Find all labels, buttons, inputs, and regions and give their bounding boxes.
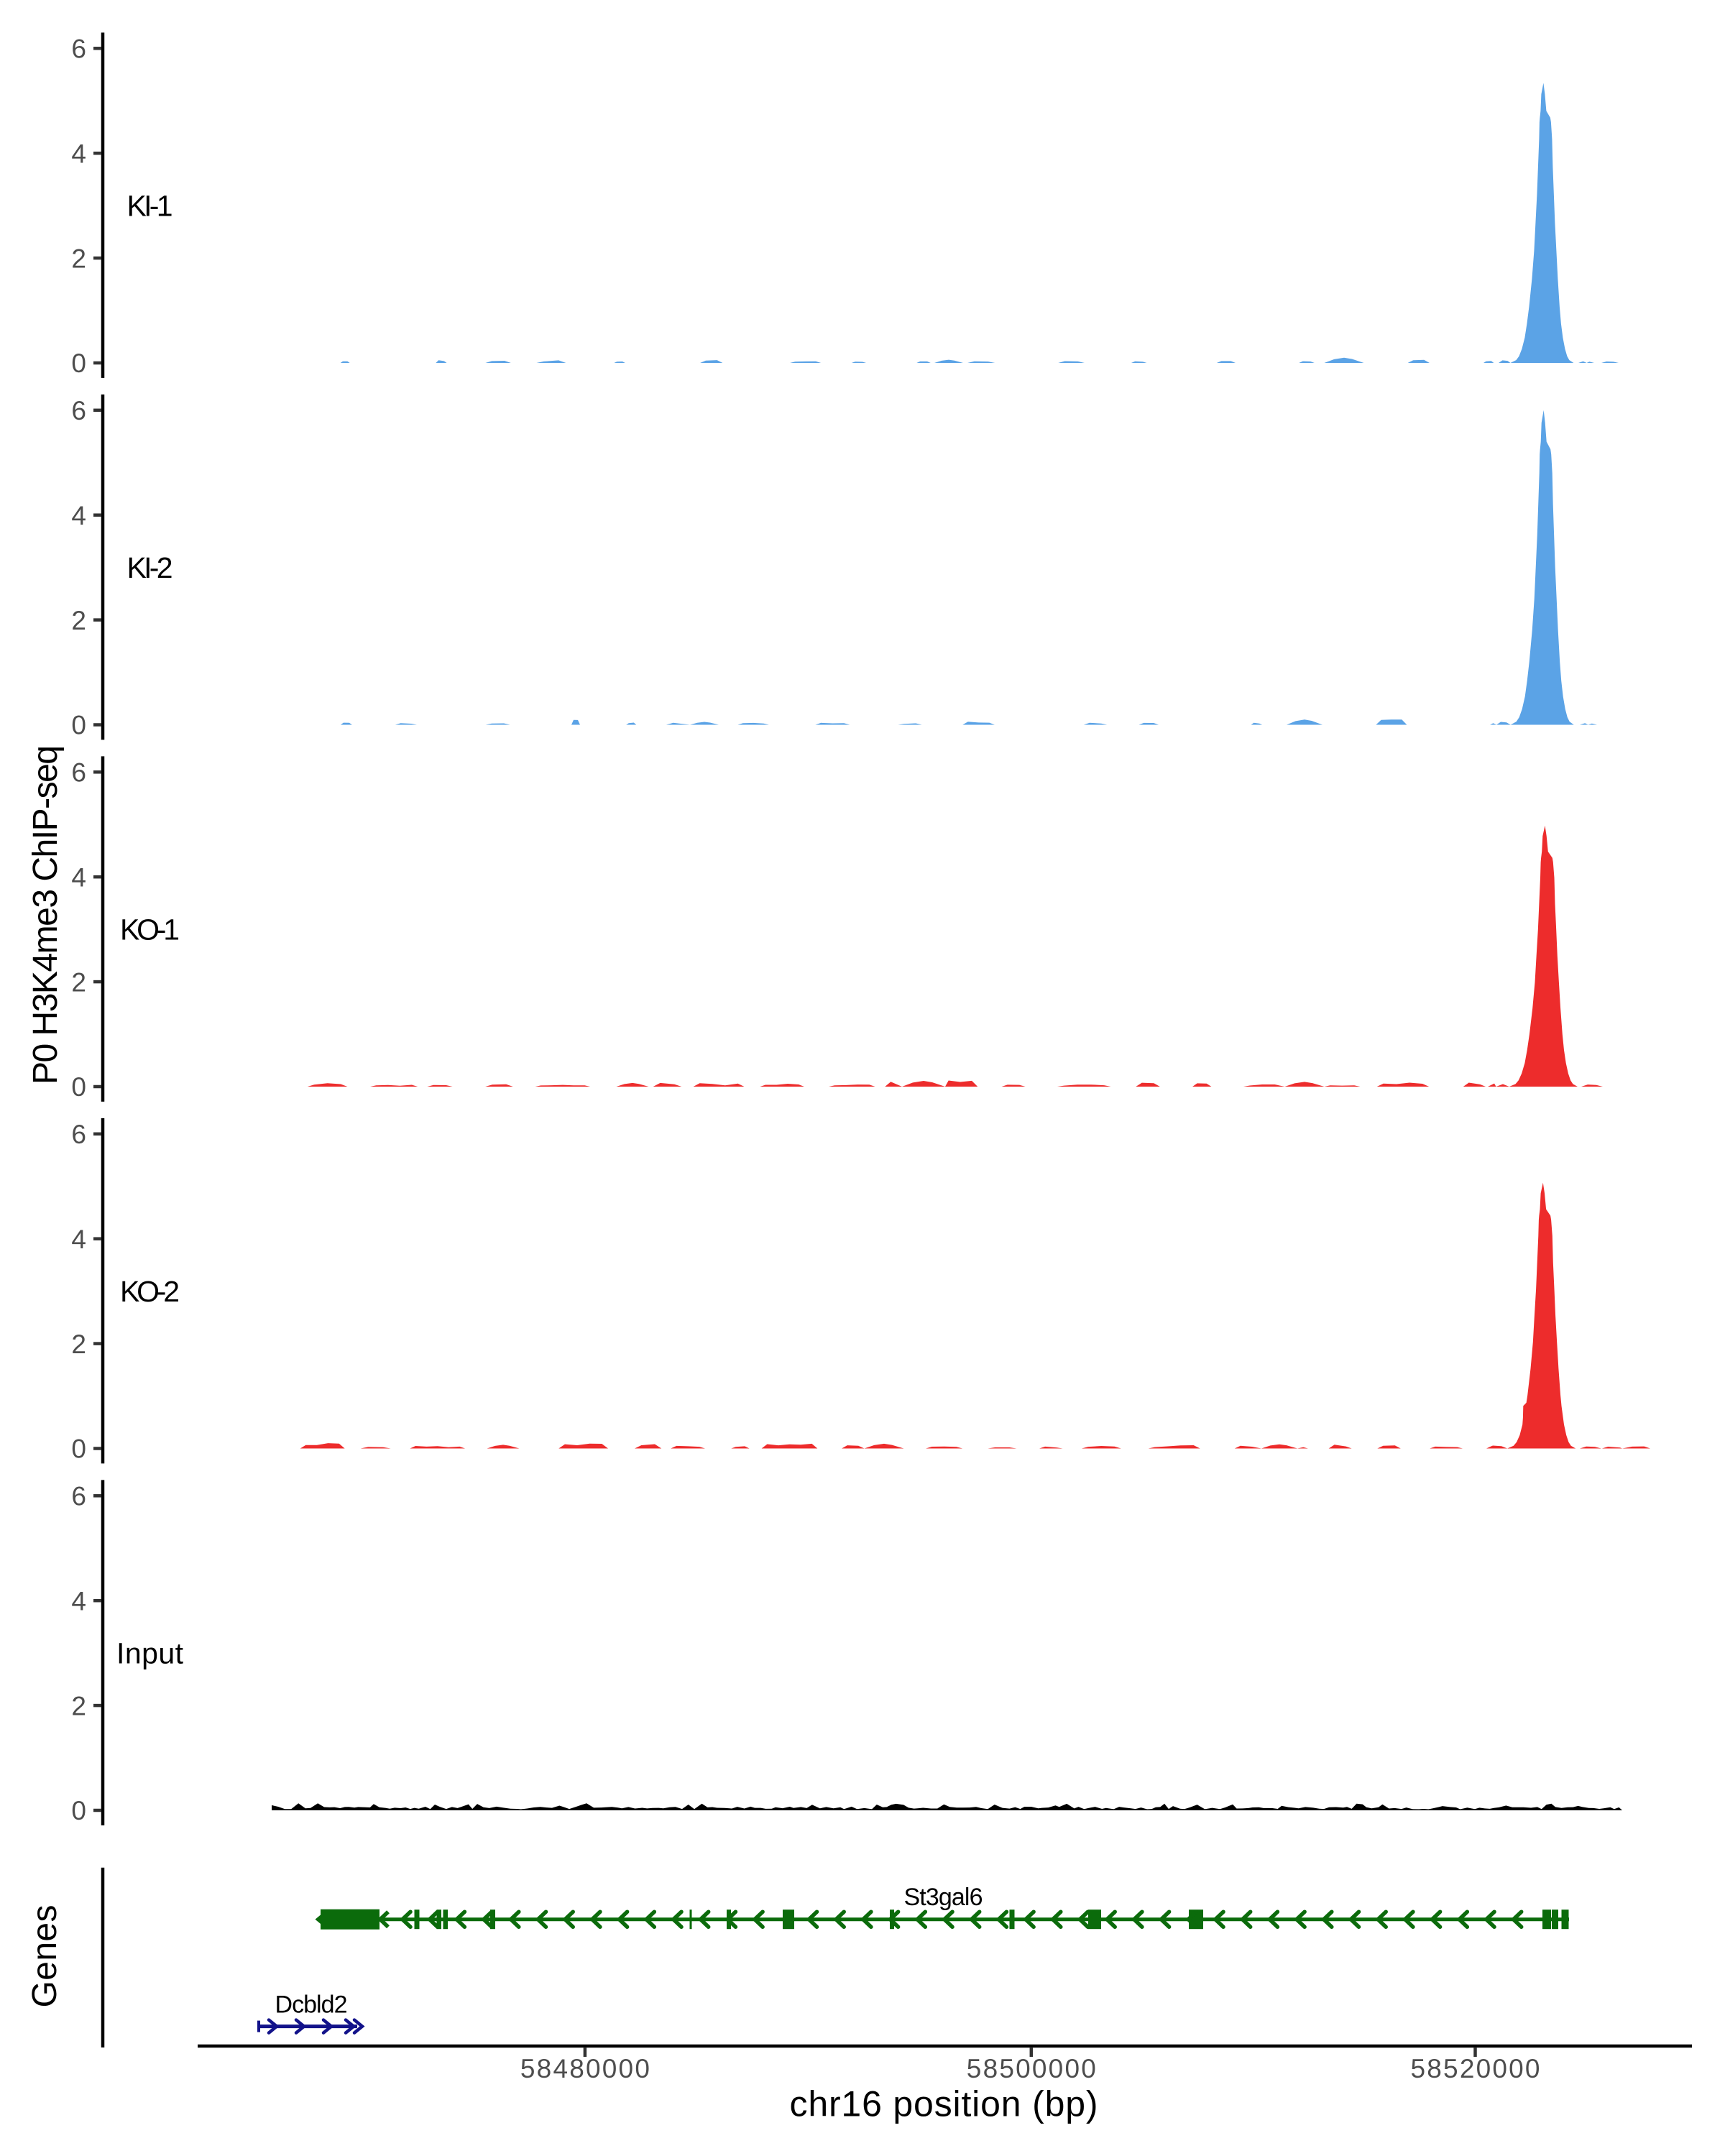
svg-text:2: 2 — [71, 967, 86, 997]
svg-text:P0 H3K4me3 ChIP-seq: P0 H3K4me3 ChIP-seq — [27, 745, 65, 1084]
svg-text:KO-1: KO-1 — [120, 913, 180, 946]
svg-text:0: 0 — [71, 349, 86, 378]
svg-text:2: 2 — [71, 1691, 86, 1720]
svg-text:4: 4 — [71, 1225, 86, 1254]
svg-text:6: 6 — [71, 1120, 86, 1149]
svg-text:6: 6 — [71, 34, 86, 64]
svg-text:2: 2 — [71, 606, 86, 635]
svg-text:Input: Input — [116, 1637, 184, 1670]
svg-text:KI-1: KI-1 — [127, 190, 173, 223]
svg-text:6: 6 — [71, 1482, 86, 1511]
svg-text:Genes: Genes — [26, 1905, 64, 2008]
svg-text:4: 4 — [71, 501, 86, 530]
svg-text:0: 0 — [71, 1434, 86, 1464]
svg-text:4: 4 — [71, 1586, 86, 1616]
svg-text:6: 6 — [71, 758, 86, 788]
svg-text:6: 6 — [71, 396, 86, 425]
svg-text:St3gal6: St3gal6 — [904, 1884, 983, 1911]
svg-text:2: 2 — [71, 1330, 86, 1359]
svg-text:KO-2: KO-2 — [120, 1275, 180, 1308]
svg-text:Dcbld2: Dcbld2 — [275, 1991, 348, 2019]
svg-text:0: 0 — [71, 1072, 86, 1102]
svg-text:4: 4 — [71, 139, 86, 168]
svg-text:0: 0 — [71, 1796, 86, 1825]
svg-text:0: 0 — [71, 711, 86, 740]
svg-text:chr16 position (bp): chr16 position (bp) — [790, 2084, 1098, 2124]
svg-text:2: 2 — [71, 244, 86, 273]
svg-text:4: 4 — [71, 862, 86, 892]
svg-text:KI-2: KI-2 — [127, 551, 173, 584]
